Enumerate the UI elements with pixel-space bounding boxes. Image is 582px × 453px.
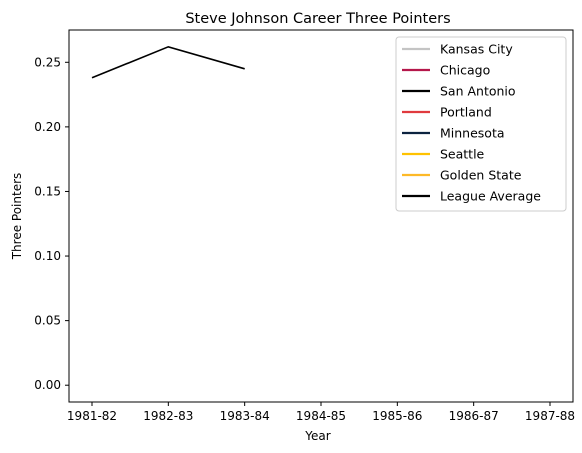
x-tick-label: 1982-83 <box>143 409 193 423</box>
x-tick-label: 1985-86 <box>372 409 422 423</box>
chart-title: Steve Johnson Career Three Pointers <box>185 11 450 27</box>
x-tick-label: 1987-88 <box>525 409 575 423</box>
y-tick-label: 0.10 <box>34 249 61 263</box>
y-tick-label: 0.00 <box>34 378 61 392</box>
y-tick-label: 0.15 <box>34 184 61 198</box>
x-tick-label: 1981-82 <box>67 409 117 423</box>
plot-frame <box>68 29 574 403</box>
legend-label: Chicago <box>440 63 490 78</box>
series-layer <box>91 45 245 79</box>
x-tick-label: 1986-87 <box>449 409 499 423</box>
legend: Kansas City Chicago San Antonio Portland Min… <box>395 36 567 212</box>
x-tick-label: 1984-85 <box>296 409 346 423</box>
y-axis-label: Three Pointers <box>10 173 24 261</box>
series-line <box>91 45 245 79</box>
y-tick-label: 0.20 <box>34 120 61 134</box>
legend-label: League Average <box>440 189 541 204</box>
legend-label: Seattle <box>440 147 485 162</box>
legend-label: Golden State <box>440 168 522 183</box>
legend-box <box>395 36 567 212</box>
y-tick-label: 0.25 <box>34 55 61 69</box>
x-tick-label: 1983-84 <box>220 409 270 423</box>
x-axis-label: Year <box>304 429 330 443</box>
legend-label: Minnesota <box>440 126 505 141</box>
legend-label: Kansas City <box>440 42 513 57</box>
legend-label: San Antonio <box>440 84 516 99</box>
y-tick-label: 0.05 <box>34 314 61 328</box>
legend-label: Portland <box>440 105 492 120</box>
axis-ticks: 1981-82 1982-83 1983-84 1984-85 1985-86 1986-… <box>34 55 575 423</box>
